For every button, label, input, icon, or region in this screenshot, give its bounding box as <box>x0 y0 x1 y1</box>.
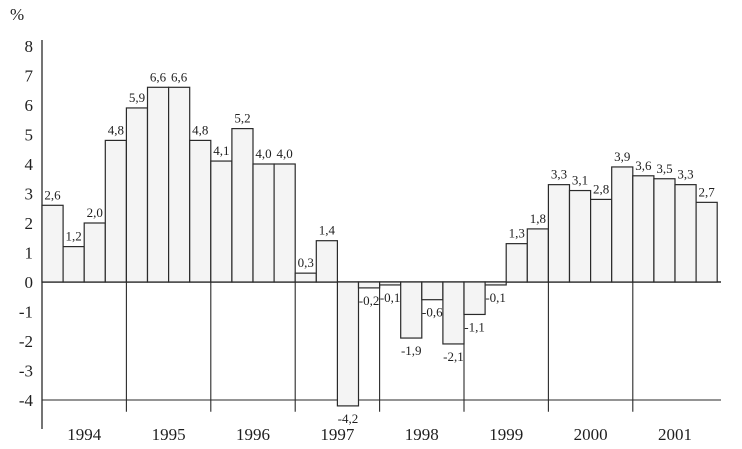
data-label: -0,1 <box>485 290 506 305</box>
bar <box>632 175 655 283</box>
y-tick-label: -3 <box>19 362 33 381</box>
y-tick-label: -4 <box>19 391 34 410</box>
bar <box>463 281 486 316</box>
bar <box>695 201 718 283</box>
x-year-label: 1995 <box>152 425 186 444</box>
bars <box>41 86 718 407</box>
y-tick-label: 1 <box>25 244 34 263</box>
data-label: 1,2 <box>66 229 82 244</box>
bar <box>589 198 613 283</box>
bar <box>611 166 634 283</box>
y-tick-label: -2 <box>19 332 33 351</box>
data-label: 0,3 <box>298 255 314 270</box>
bar <box>252 163 275 283</box>
x-year-label: 1997 <box>320 425 355 444</box>
y-tick-label: 5 <box>25 126 34 145</box>
bar <box>189 139 212 283</box>
data-label: 4,8 <box>192 122 208 137</box>
data-label: 1,4 <box>319 223 336 238</box>
bar <box>357 281 381 289</box>
data-label: 6,6 <box>150 69 167 84</box>
x-year-label: 1998 <box>405 425 439 444</box>
x-year-label: 2001 <box>658 425 692 444</box>
bar <box>653 178 676 283</box>
x-axis-year-labels: 1994 1995 1996 1997 1998 1999 2000 2001 <box>67 425 692 444</box>
bar <box>400 281 423 339</box>
bar <box>526 228 549 283</box>
y-axis-tick-labels: %8 7 6 5 4 3 2 1 0 -1 -2 -3 -4 <box>10 5 34 410</box>
y-tick-label: -1 <box>19 303 33 322</box>
bar <box>547 184 571 283</box>
data-label: 1,3 <box>509 226 525 241</box>
data-label: 3,9 <box>614 149 630 164</box>
bar <box>294 272 317 283</box>
data-label: 3,5 <box>656 161 672 176</box>
bar <box>168 86 191 283</box>
data-label: -0,1 <box>380 290 401 305</box>
data-label: 4,0 <box>277 146 293 161</box>
data-label: 4,1 <box>213 143 229 158</box>
data-label: 2,8 <box>593 181 609 196</box>
data-label: -0,6 <box>422 305 443 320</box>
bar <box>674 184 697 283</box>
data-label: 1,8 <box>530 211 546 226</box>
y-tick-label: 0 <box>25 273 34 292</box>
bar <box>336 281 360 407</box>
x-year-label: 1999 <box>489 425 523 444</box>
data-label: 4,0 <box>255 146 271 161</box>
data-label: 6,6 <box>171 69 188 84</box>
data-label: 3,6 <box>635 158 652 173</box>
bar <box>273 163 296 283</box>
x-year-label: 2000 <box>574 425 608 444</box>
data-label: 5,2 <box>234 111 250 126</box>
y-tick-label: 8 <box>25 37 34 56</box>
y-tick-label: 2 <box>25 214 34 233</box>
x-year-label: 1994 <box>67 425 102 444</box>
data-label: 2,7 <box>699 184 716 199</box>
bar <box>484 281 507 286</box>
data-label: -2,1 <box>443 349 464 364</box>
bar <box>231 128 254 283</box>
data-label: 4,8 <box>108 122 124 137</box>
bar <box>146 86 170 283</box>
bar <box>315 240 338 283</box>
bar <box>41 204 64 283</box>
unit-label: % <box>10 5 24 24</box>
data-label: 3,3 <box>551 167 567 182</box>
x-year-label: 1996 <box>236 425 270 444</box>
bar <box>421 281 444 301</box>
bar <box>210 160 233 283</box>
bar <box>125 107 149 283</box>
data-label: -1,9 <box>401 343 422 358</box>
y-tick-label: 7 <box>25 67 34 86</box>
data-label: 3,1 <box>572 173 588 188</box>
bar <box>83 222 106 283</box>
y-tick-label: 4 <box>25 155 34 174</box>
data-label: -4,2 <box>338 411 359 426</box>
bar <box>505 243 528 283</box>
bar <box>379 281 402 286</box>
data-label: -1,1 <box>464 319 485 334</box>
data-labels: 2,6 1,2 2,0 4,8 5,9 6,6 6,6 4,8 4,1 5,2 4,0 4,0 0,3 1… <box>44 69 715 426</box>
data-label: 2,0 <box>87 205 103 220</box>
bar <box>62 246 85 283</box>
data-label: 3,3 <box>677 167 693 182</box>
data-label: -0,2 <box>359 293 380 308</box>
y-tick-label: 3 <box>25 185 34 204</box>
bar <box>442 281 465 345</box>
bar <box>104 139 128 283</box>
bar <box>568 189 592 283</box>
y-tick-label: 6 <box>25 96 34 115</box>
data-label: 2,6 <box>44 187 61 202</box>
data-label: 5,9 <box>129 90 145 105</box>
